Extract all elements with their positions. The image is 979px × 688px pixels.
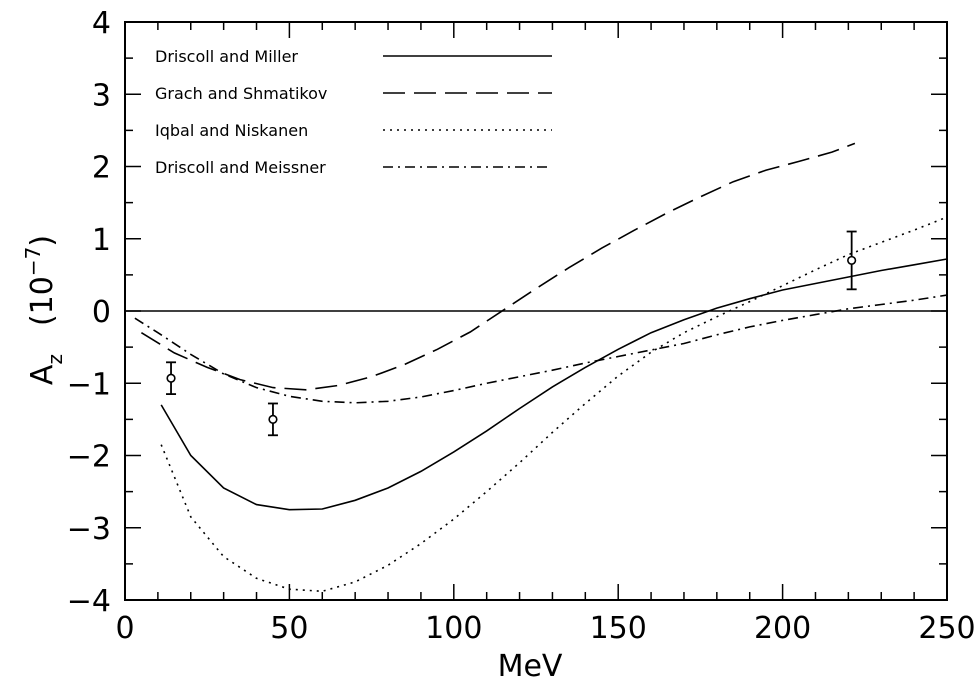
legend-label-4: Driscoll and Meissner: [155, 158, 326, 177]
axes-frame-layer: 0 50 100 150 200 250 −4 −3 −2 −1 0 1 2 3 4: [67, 6, 976, 646]
legend-label-2: Grach and Shmatikov: [155, 84, 327, 103]
y-axis-label-unit-prefix: (10: [25, 276, 60, 326]
y-axis-label-base: A: [25, 364, 60, 385]
error-point-1: [166, 361, 177, 395]
series-line-3: [160, 216, 948, 593]
error-point-3: [846, 230, 857, 291]
series-line-1: [160, 258, 948, 511]
series-line-2: [140, 142, 856, 391]
y-axis-label-subscript: z: [43, 354, 67, 365]
x-tick-label: 150: [590, 611, 647, 646]
legend-label-1: Driscoll and Miller: [155, 47, 298, 66]
data-point-marker: [847, 255, 857, 266]
y-tick-label: 3: [92, 78, 111, 113]
error-points-layer: [166, 230, 857, 437]
y-tick-label: −4: [67, 584, 111, 619]
y-tick-label: −1: [67, 367, 111, 402]
legend: Driscoll and Miller Grach and Shmatikov Iq…: [155, 47, 552, 177]
x-tick-label: 50: [270, 611, 308, 646]
y-tick-label: −2: [67, 440, 111, 475]
y-axis-label-unit-suffix: ): [25, 235, 60, 247]
x-tick-label: 250: [918, 611, 975, 646]
data-point-marker: [166, 373, 176, 383]
y-axis-label: Az (10−7): [21, 235, 67, 385]
y-tick-label: 2: [92, 151, 111, 186]
svg-text:Az(10−7): Az (10−7): [21, 235, 67, 385]
y-tick-label: 1: [92, 223, 111, 258]
axis-labels-layer: MeV Az (10−7): [21, 235, 563, 684]
legend-label-3: Iqbal and Niskanen: [155, 121, 308, 140]
x-tick-label: 100: [425, 611, 482, 646]
y-tick-label: 0: [92, 295, 111, 330]
y-tick-label: 4: [92, 6, 111, 41]
series-layer: [134, 142, 948, 593]
error-point-2: [267, 402, 278, 437]
x-tick-label: 200: [754, 611, 811, 646]
data-point-marker: [268, 414, 278, 424]
y-axis-label-unit-exponent: −7: [21, 247, 45, 276]
series-line-4: [134, 294, 948, 404]
x-tick-label: 0: [115, 611, 134, 646]
x-axis-label: MeV: [498, 649, 563, 684]
y-tick-label: −3: [67, 512, 111, 547]
